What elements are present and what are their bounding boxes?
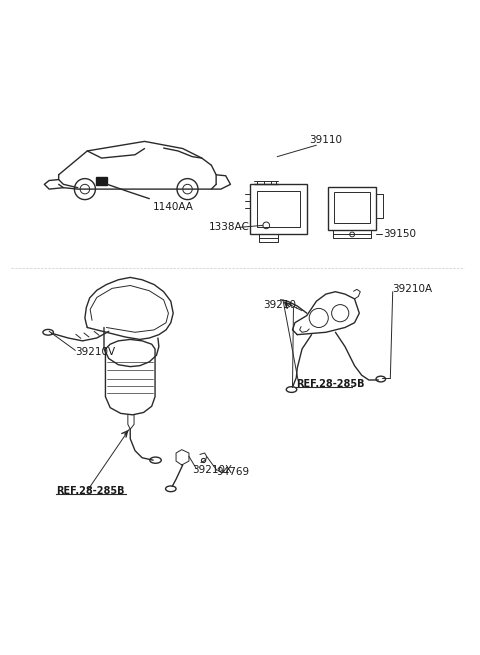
Text: 39210V: 39210V bbox=[75, 347, 116, 358]
Text: REF.28-285B: REF.28-285B bbox=[296, 379, 365, 389]
Text: REF.28-285B: REF.28-285B bbox=[56, 486, 125, 496]
Text: 39110: 39110 bbox=[310, 135, 342, 145]
Text: 1140AA: 1140AA bbox=[153, 202, 194, 212]
Text: 39210: 39210 bbox=[263, 299, 296, 310]
Polygon shape bbox=[96, 177, 108, 185]
Text: 39210X: 39210X bbox=[192, 464, 232, 475]
Text: 39210A: 39210A bbox=[392, 284, 432, 294]
Text: 39150: 39150 bbox=[383, 229, 416, 240]
Text: 94769: 94769 bbox=[216, 467, 249, 477]
Text: 1338AC: 1338AC bbox=[209, 222, 250, 233]
